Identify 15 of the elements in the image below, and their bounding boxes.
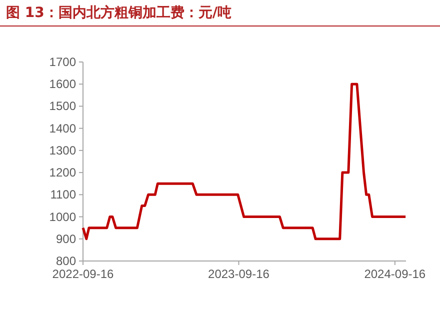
y-tick-label: 1700: [49, 55, 76, 69]
y-tick-label: 1600: [49, 77, 76, 92]
line-series: [82, 82, 407, 240]
y-tick-label: 800: [56, 254, 76, 268]
x-tick-label: 2023-09-16: [208, 267, 270, 281]
y-tick-label: 1500: [49, 99, 76, 114]
y-tick-label: 1000: [49, 210, 76, 224]
y-tick-label: 1100: [50, 188, 76, 202]
x-tick-label: 2022-09-16: [52, 267, 114, 281]
y-tick-label: 1300: [49, 143, 76, 158]
y-tick-label: 900: [56, 232, 76, 246]
y-tick-label: 1200: [49, 166, 76, 180]
title: 图 13：国内北方粗铜加工费：元/吨: [6, 5, 232, 21]
y-tick-label: 1400: [49, 121, 76, 136]
x-tick-label: 2024-09-16: [364, 267, 426, 281]
